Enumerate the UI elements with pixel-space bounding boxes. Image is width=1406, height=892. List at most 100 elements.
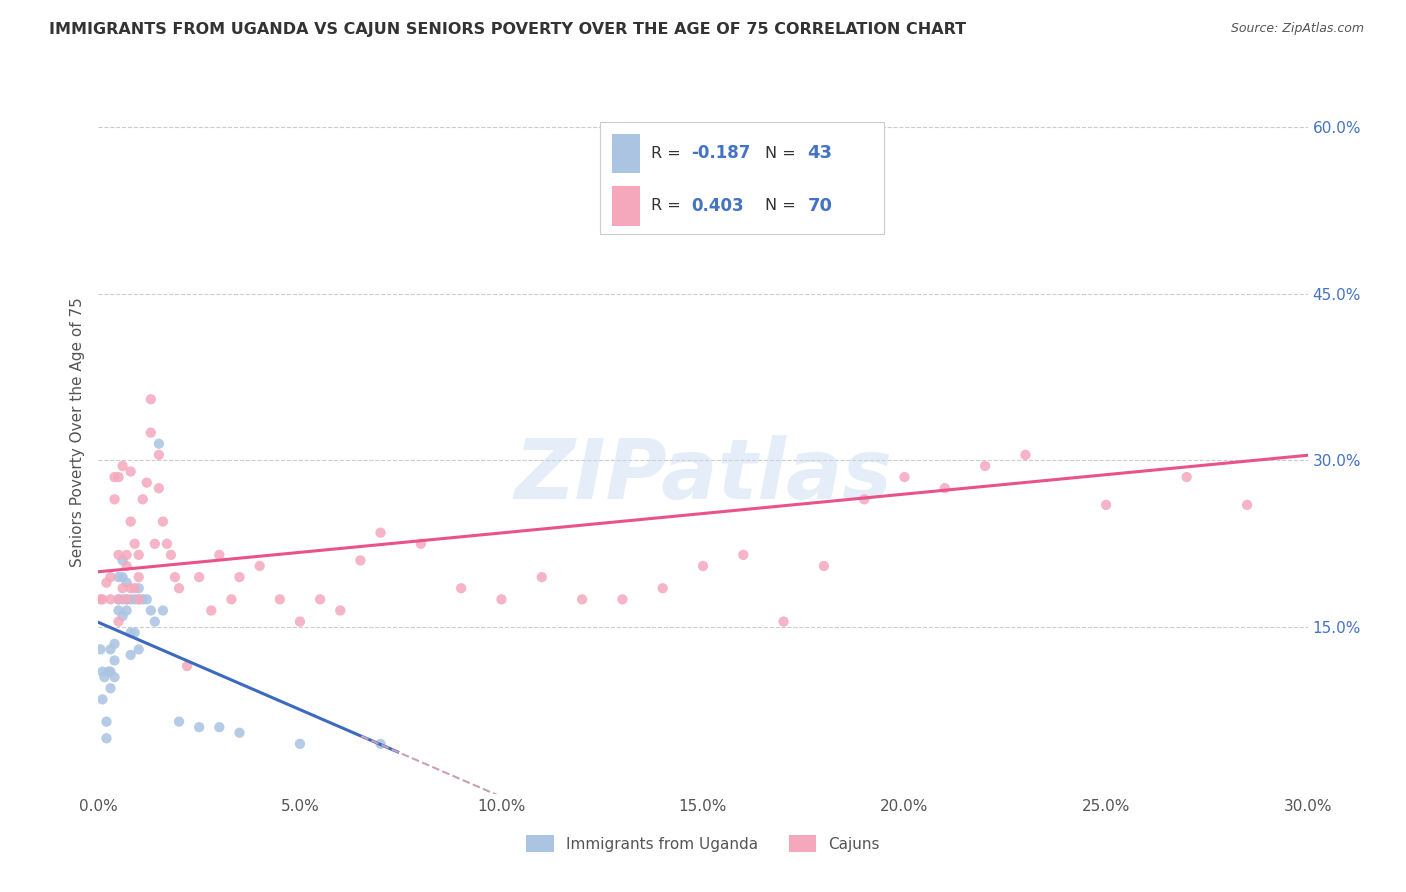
- Point: [571, 592, 593, 607]
- Point: [128, 592, 150, 607]
- Point: [132, 492, 155, 507]
- Point: [370, 525, 392, 540]
- Point: [115, 548, 138, 562]
- Point: [612, 592, 634, 607]
- Point: [96, 575, 118, 590]
- Point: [1095, 498, 1118, 512]
- Point: [91, 592, 114, 607]
- Point: [100, 681, 122, 696]
- Point: [152, 515, 174, 529]
- Text: R =: R =: [651, 145, 686, 161]
- Point: [128, 592, 150, 607]
- Point: [103, 637, 125, 651]
- Point: [813, 559, 835, 574]
- Point: [974, 458, 997, 473]
- Point: [107, 548, 129, 562]
- Point: [100, 642, 122, 657]
- Point: [208, 720, 231, 734]
- Point: [97, 665, 120, 679]
- Point: [115, 575, 138, 590]
- Point: [733, 548, 755, 562]
- Text: N =: N =: [765, 198, 801, 213]
- Point: [89, 642, 111, 657]
- Point: [103, 670, 125, 684]
- Point: [103, 470, 125, 484]
- Point: [156, 537, 179, 551]
- Point: [100, 570, 122, 584]
- Point: [692, 559, 714, 574]
- Text: 0.403: 0.403: [692, 197, 744, 215]
- Point: [96, 731, 118, 746]
- Point: [450, 581, 472, 595]
- Point: [115, 559, 138, 574]
- Point: [93, 670, 115, 684]
- Point: [120, 625, 142, 640]
- Point: [370, 737, 392, 751]
- Point: [89, 592, 111, 607]
- Point: [111, 581, 134, 595]
- Point: [176, 659, 198, 673]
- Point: [103, 653, 125, 667]
- Point: [249, 559, 271, 574]
- Point: [120, 515, 142, 529]
- Point: [128, 581, 150, 595]
- Point: [152, 603, 174, 617]
- Point: [409, 537, 432, 551]
- Text: R =: R =: [651, 198, 686, 213]
- Text: 43: 43: [807, 145, 832, 162]
- Text: ZIPatlas: ZIPatlas: [515, 435, 891, 516]
- Point: [128, 642, 150, 657]
- Point: [269, 592, 291, 607]
- Point: [111, 553, 134, 567]
- Point: [124, 537, 146, 551]
- Point: [1236, 498, 1258, 512]
- Point: [120, 592, 142, 607]
- Point: [143, 615, 166, 629]
- Point: [120, 581, 142, 595]
- Point: [115, 592, 138, 607]
- Point: [139, 392, 162, 407]
- Point: [100, 665, 122, 679]
- Point: [163, 570, 186, 584]
- Point: [893, 470, 915, 484]
- Text: IMMIGRANTS FROM UGANDA VS CAJUN SENIORS POVERTY OVER THE AGE OF 75 CORRELATION C: IMMIGRANTS FROM UGANDA VS CAJUN SENIORS …: [49, 22, 966, 37]
- Point: [228, 570, 250, 584]
- Point: [329, 603, 352, 617]
- Point: [139, 425, 162, 440]
- Point: [107, 615, 129, 629]
- Point: [221, 592, 243, 607]
- Point: [107, 603, 129, 617]
- Point: [128, 570, 150, 584]
- Point: [124, 625, 146, 640]
- Bar: [612, 134, 640, 173]
- Text: N =: N =: [765, 145, 801, 161]
- Point: [124, 581, 146, 595]
- Point: [188, 570, 211, 584]
- Point: [135, 592, 157, 607]
- Text: -0.187: -0.187: [692, 145, 751, 162]
- Text: 70: 70: [807, 197, 832, 215]
- Point: [111, 458, 134, 473]
- Point: [107, 470, 129, 484]
- Point: [491, 592, 513, 607]
- Point: [148, 481, 170, 495]
- Point: [188, 720, 211, 734]
- Point: [934, 481, 956, 495]
- Text: Source: ZipAtlas.com: Source: ZipAtlas.com: [1230, 22, 1364, 36]
- Legend: Immigrants from Uganda, Cajuns: Immigrants from Uganda, Cajuns: [520, 829, 886, 858]
- Point: [143, 537, 166, 551]
- Point: [228, 725, 250, 739]
- Point: [135, 475, 157, 490]
- Point: [128, 548, 150, 562]
- Point: [651, 581, 673, 595]
- Point: [148, 436, 170, 450]
- Point: [288, 615, 311, 629]
- Point: [111, 570, 134, 584]
- Point: [1175, 470, 1198, 484]
- Point: [853, 492, 876, 507]
- Point: [91, 665, 114, 679]
- FancyBboxPatch shape: [600, 122, 884, 234]
- Point: [107, 570, 129, 584]
- Point: [124, 592, 146, 607]
- Point: [91, 692, 114, 706]
